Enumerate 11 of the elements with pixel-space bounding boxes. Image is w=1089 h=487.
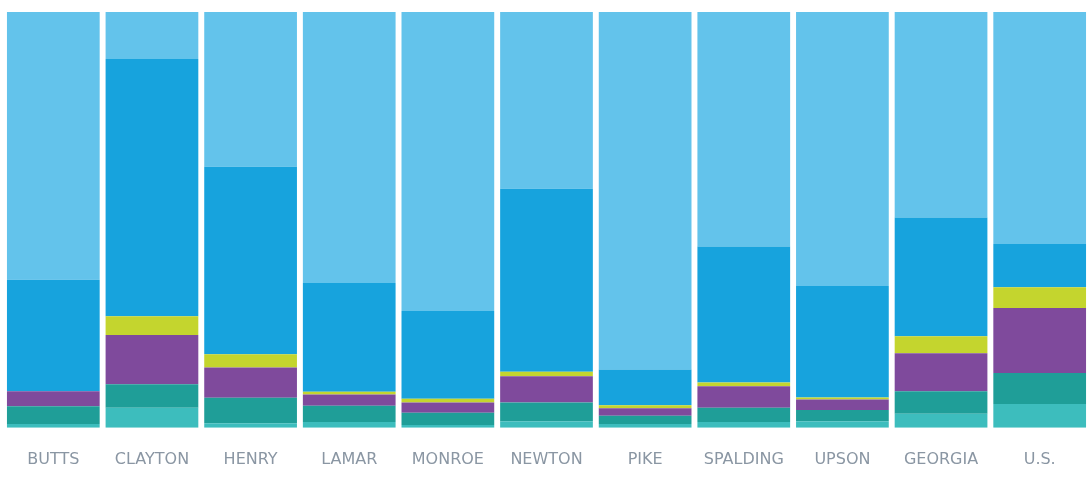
x-tick-label: SPALDING bbox=[703, 448, 784, 468]
x-tick-label: GEORGIA bbox=[903, 448, 979, 468]
x-tick-label: HENRY bbox=[223, 448, 278, 468]
x-tick-label: BUTTS bbox=[27, 448, 80, 468]
x-tick-label: CLAYTON bbox=[114, 448, 190, 468]
x-tick-label: UPSON bbox=[814, 448, 871, 468]
x-tick-label: MONROE bbox=[411, 448, 484, 468]
x-tick-label: LAMAR bbox=[321, 448, 378, 468]
x-tick-label: U.S. bbox=[1023, 448, 1056, 468]
x-tick-label: PIKE bbox=[627, 448, 663, 468]
x-tick-label: NEWTON bbox=[510, 448, 583, 468]
